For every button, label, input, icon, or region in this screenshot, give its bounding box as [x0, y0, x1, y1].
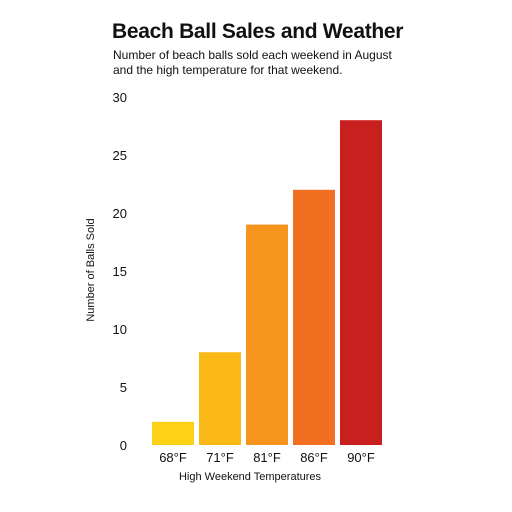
- y-tick-label: 30: [113, 90, 127, 105]
- x-tick-label: 90°F: [347, 450, 375, 465]
- bar: [340, 120, 382, 445]
- x-tick-label: 81°F: [253, 450, 281, 465]
- y-tick-label: 20: [113, 206, 127, 221]
- x-tick-label: 71°F: [206, 450, 234, 465]
- x-axis-label: High Weekend Temperatures: [179, 471, 322, 483]
- chart-title: Beach Ball Sales and Weather: [112, 20, 404, 43]
- chart-subtitle: Number of beach balls sold each weekend …: [113, 48, 392, 77]
- y-axis-label: Number of Balls Sold: [85, 218, 97, 321]
- y-axis-ticks: 0 5 10 15 20 25 30: [113, 90, 127, 453]
- bar: [293, 189, 335, 445]
- bar: [152, 421, 194, 445]
- x-tick-label: 86°F: [300, 450, 328, 465]
- y-tick-label: 15: [113, 264, 127, 279]
- x-tick-label: 68°F: [159, 450, 187, 465]
- bars: [152, 120, 382, 445]
- y-tick-label: 10: [113, 322, 127, 337]
- x-axis-ticks: 68°F 71°F 81°F 86°F 90°F: [159, 450, 375, 465]
- y-tick-label: 0: [120, 438, 127, 453]
- bar: [246, 224, 288, 445]
- y-tick-label: 25: [113, 148, 127, 163]
- bar: [199, 352, 241, 445]
- y-tick-label: 5: [120, 380, 127, 395]
